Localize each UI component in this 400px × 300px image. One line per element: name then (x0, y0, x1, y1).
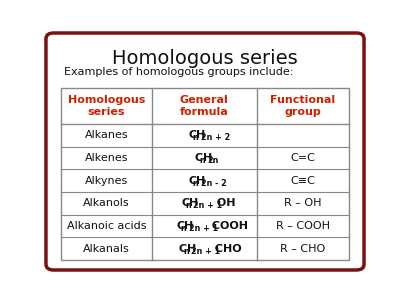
Text: C: C (176, 221, 184, 231)
Text: Alkanes: Alkanes (84, 130, 128, 140)
Text: General
formula: General formula (180, 95, 229, 117)
Text: n: n (181, 224, 186, 233)
Text: 2n + 1: 2n + 1 (189, 224, 218, 233)
Text: COOH: COOH (208, 221, 248, 231)
Text: Homologous
series: Homologous series (68, 95, 145, 117)
Text: Alkanals: Alkanals (83, 244, 130, 254)
Text: 2n + 1: 2n + 1 (191, 247, 220, 256)
Text: R – OH: R – OH (284, 198, 322, 208)
Text: n: n (193, 178, 198, 188)
Text: H: H (196, 130, 205, 140)
Text: R – COOH: R – COOH (276, 221, 330, 231)
Text: H: H (184, 221, 193, 231)
Text: OH: OH (213, 198, 236, 208)
Text: Alkenes: Alkenes (84, 153, 128, 163)
Text: Alkanoic acids: Alkanoic acids (66, 221, 146, 231)
Text: H: H (196, 176, 205, 186)
Text: R – CHO: R – CHO (280, 244, 326, 254)
Text: Alkanols: Alkanols (83, 198, 130, 208)
Text: n: n (183, 247, 189, 256)
Text: H: H (186, 244, 196, 254)
Text: Homologous series: Homologous series (112, 49, 298, 68)
Text: n: n (199, 156, 205, 165)
Text: Examples of homologous groups include:: Examples of homologous groups include: (64, 67, 293, 77)
Text: n: n (186, 201, 191, 210)
Text: C: C (195, 153, 203, 163)
FancyBboxPatch shape (46, 33, 364, 270)
Text: Functional
group: Functional group (270, 95, 336, 117)
Text: Alkynes: Alkynes (85, 176, 128, 186)
Text: 2n + 2: 2n + 2 (201, 133, 230, 142)
Text: H: H (203, 153, 212, 163)
Text: H: H (189, 198, 198, 208)
Text: CHO: CHO (211, 244, 241, 254)
Text: 2n: 2n (207, 156, 218, 165)
Text: C≡C: C≡C (290, 176, 316, 186)
Text: n: n (193, 133, 198, 142)
Text: C: C (188, 130, 196, 140)
Text: C: C (179, 244, 187, 254)
Text: 2n - 2: 2n - 2 (201, 178, 226, 188)
Text: C: C (181, 198, 189, 208)
Text: C: C (188, 176, 196, 186)
Text: 2n + 1: 2n + 1 (194, 201, 222, 210)
Text: C=C: C=C (290, 153, 316, 163)
Bar (61, 88, 349, 260)
